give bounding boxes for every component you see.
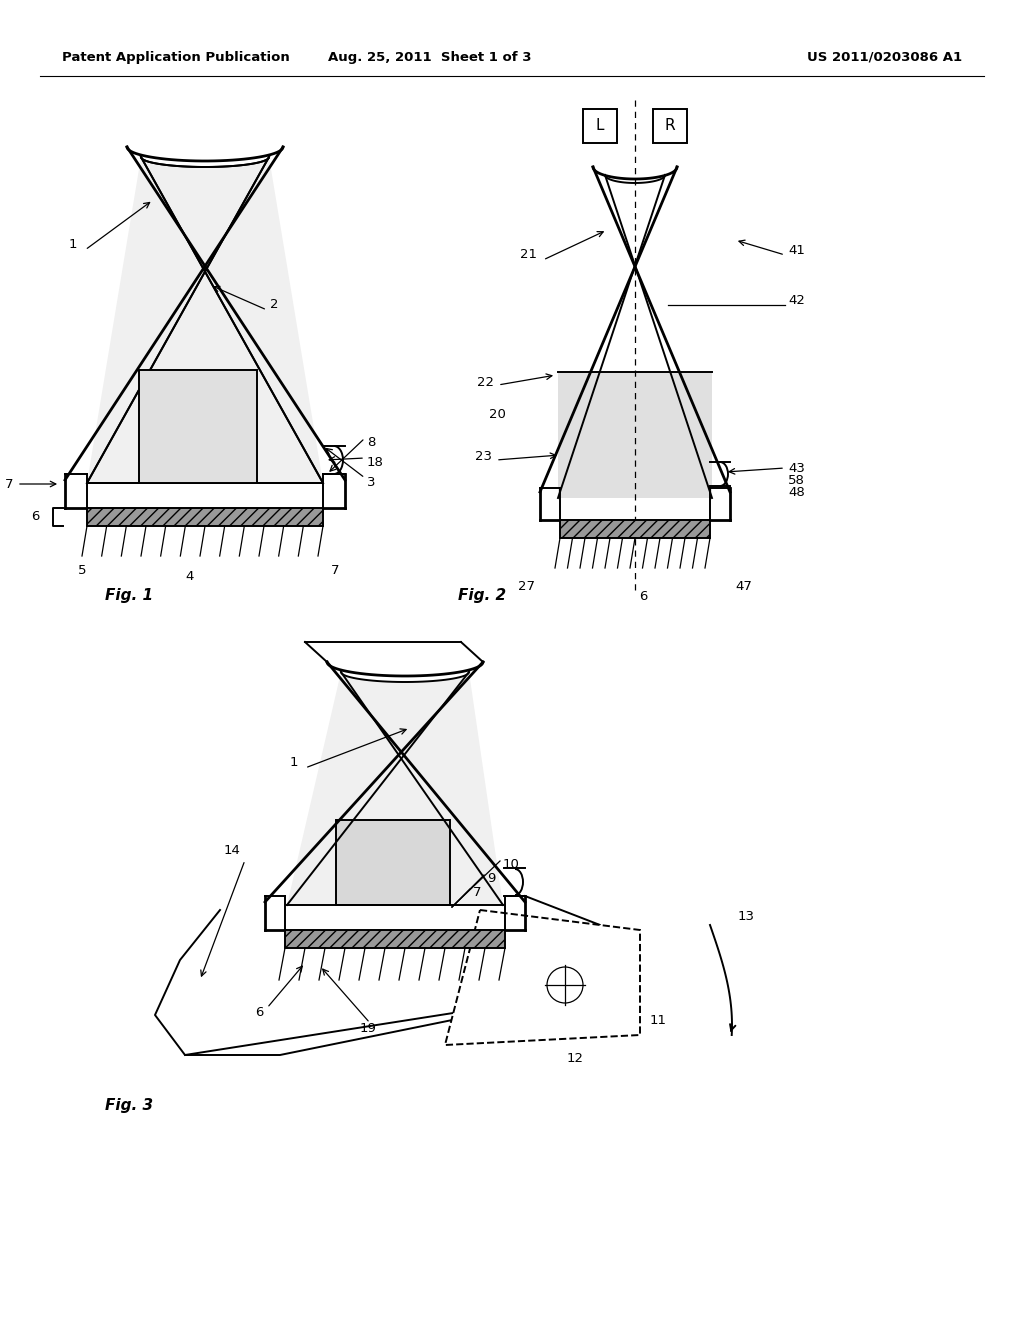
Text: 48: 48 [788, 486, 805, 499]
Bar [560, 520, 710, 539]
Text: 22: 22 [477, 375, 494, 388]
Text: 19: 19 [359, 1022, 377, 1035]
Text: 8: 8 [367, 437, 376, 450]
Text: Fig. 1: Fig. 1 [105, 587, 154, 603]
Polygon shape [87, 157, 323, 483]
Text: R: R [665, 119, 675, 133]
Polygon shape [445, 909, 640, 1045]
Text: US 2011/0203086 A1: US 2011/0203086 A1 [807, 50, 962, 63]
Text: 6: 6 [32, 511, 40, 524]
Polygon shape [558, 372, 712, 498]
Text: 20: 20 [489, 408, 506, 421]
Text: 7: 7 [473, 886, 481, 899]
Text: 11: 11 [650, 1014, 667, 1027]
Text: 14: 14 [223, 843, 240, 857]
Text: L: L [596, 119, 604, 133]
Text: 41: 41 [788, 243, 805, 256]
Text: 7: 7 [4, 478, 13, 491]
Polygon shape [287, 672, 503, 906]
Text: 6: 6 [639, 590, 647, 602]
Text: 10: 10 [503, 858, 520, 871]
Text: 7: 7 [331, 565, 339, 578]
Text: Aug. 25, 2011  Sheet 1 of 3: Aug. 25, 2011 Sheet 1 of 3 [329, 50, 531, 63]
Text: 2: 2 [270, 298, 279, 312]
Text: 3: 3 [367, 477, 376, 490]
Text: 12: 12 [566, 1052, 584, 1064]
Bar [653, 110, 687, 143]
Text: 23: 23 [475, 450, 492, 462]
Polygon shape [336, 820, 450, 906]
Bar [583, 110, 617, 143]
Text: 42: 42 [788, 293, 805, 306]
Text: Fig. 2: Fig. 2 [458, 587, 506, 603]
Text: 1: 1 [69, 238, 77, 251]
Text: Patent Application Publication: Patent Application Publication [62, 50, 290, 63]
Text: 27: 27 [518, 579, 535, 593]
Text: 13: 13 [738, 911, 755, 924]
Bar [87, 508, 323, 525]
Text: 6: 6 [255, 1006, 263, 1019]
Text: 5: 5 [78, 565, 86, 578]
Text: 43: 43 [788, 462, 805, 474]
Text: 18: 18 [348, 833, 365, 846]
Bar [285, 931, 505, 948]
Polygon shape [139, 370, 257, 483]
Text: Fig. 3: Fig. 3 [105, 1098, 154, 1113]
Text: 21: 21 [520, 248, 537, 261]
Text: 4: 4 [185, 569, 195, 582]
Text: 18: 18 [367, 457, 384, 470]
Text: 1: 1 [290, 756, 298, 770]
Text: 9: 9 [487, 873, 496, 884]
Text: 58: 58 [788, 474, 805, 487]
Text: 47: 47 [735, 579, 752, 593]
